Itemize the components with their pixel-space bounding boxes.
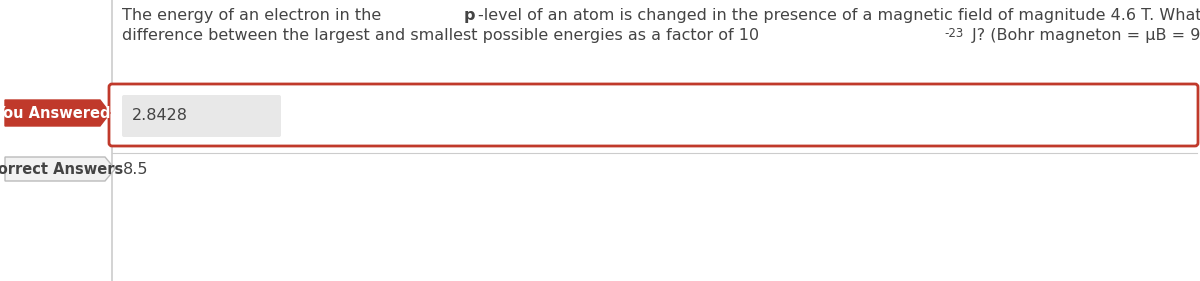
FancyBboxPatch shape — [109, 84, 1198, 146]
Polygon shape — [5, 157, 115, 181]
Text: Correct Answers: Correct Answers — [0, 162, 124, 176]
Text: The energy of an electron in the: The energy of an electron in the — [122, 8, 386, 23]
Text: p: p — [463, 8, 475, 23]
FancyBboxPatch shape — [122, 95, 281, 137]
Polygon shape — [5, 100, 110, 126]
Text: 8.5: 8.5 — [124, 162, 149, 176]
Text: -23: -23 — [944, 27, 964, 40]
Text: You Answered: You Answered — [0, 105, 110, 121]
Text: J? (Bohr magneton = μB = 9.27 × 10-24 J/T)[E]: J? (Bohr magneton = μB = 9.27 × 10-24 J/… — [967, 28, 1200, 43]
Text: -level of an atom is changed in the presence of a magnetic field of magnitude 4.: -level of an atom is changed in the pres… — [478, 8, 1200, 23]
Text: difference between the largest and smallest possible energies as a factor of 10: difference between the largest and small… — [122, 28, 760, 43]
Text: 2.8428: 2.8428 — [132, 108, 188, 124]
